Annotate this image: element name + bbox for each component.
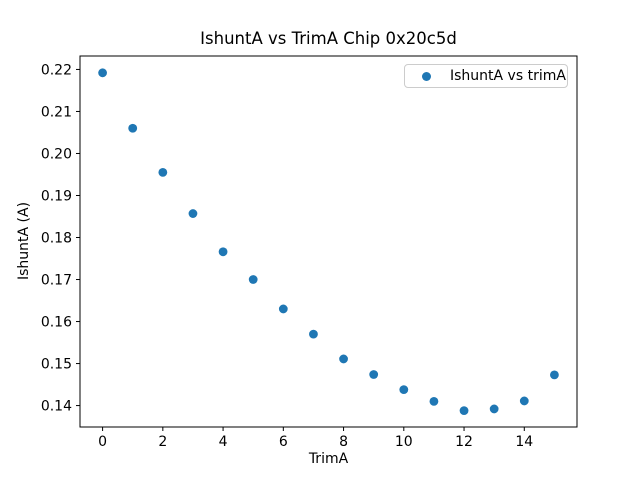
chart-title: IshuntA vs TrimA Chip 0x20c5d <box>200 29 457 48</box>
y-tick-label: 0.16 <box>41 315 72 331</box>
x-tick-label: 6 <box>279 434 288 450</box>
scatter-point <box>459 406 469 416</box>
y-tick-label: 0.21 <box>41 104 72 120</box>
y-axis-label: IshuntA (A) <box>16 201 32 281</box>
axes-frame <box>79 55 578 428</box>
scatter-point <box>550 370 559 380</box>
scatter-point <box>158 167 168 177</box>
scatter-point <box>489 404 499 414</box>
y-tick-label: 0.14 <box>41 399 72 415</box>
x-tick-label: 14 <box>515 434 533 450</box>
legend-label: IshuntA vs trimA <box>450 68 566 84</box>
scatter-point <box>429 396 439 406</box>
legend-marker-dot <box>422 71 431 81</box>
scatter-point <box>309 329 318 339</box>
x-tick-label: 2 <box>158 434 167 450</box>
x-tick-label: 4 <box>219 434 228 450</box>
scatter-point <box>278 304 288 314</box>
y-tick-label: 0.18 <box>41 231 72 247</box>
x-tick-label: 0 <box>98 434 107 450</box>
scatter-point <box>188 209 198 218</box>
x-tick-label: 10 <box>395 434 413 450</box>
scatter-point <box>218 247 228 257</box>
scatter-point <box>339 354 348 364</box>
y-tick-label: 0.15 <box>41 357 72 373</box>
scatter-point <box>399 385 409 395</box>
x-tick-label: 8 <box>339 434 348 450</box>
legend[interactable]: IshuntA vs trimA <box>404 64 568 88</box>
scatter-point <box>128 123 138 133</box>
x-axis-label: TrimA <box>308 451 349 467</box>
scatter-point <box>369 370 379 379</box>
scatter-point <box>519 396 529 406</box>
scatter-point <box>248 275 258 284</box>
scatter-point <box>98 68 107 78</box>
x-tick-label: 12 <box>455 434 473 450</box>
y-tick-label: 0.17 <box>41 273 72 289</box>
y-tick-label: 0.22 <box>41 62 72 78</box>
y-tick-label: 0.19 <box>41 188 72 204</box>
y-tick-label: 0.20 <box>41 146 72 162</box>
